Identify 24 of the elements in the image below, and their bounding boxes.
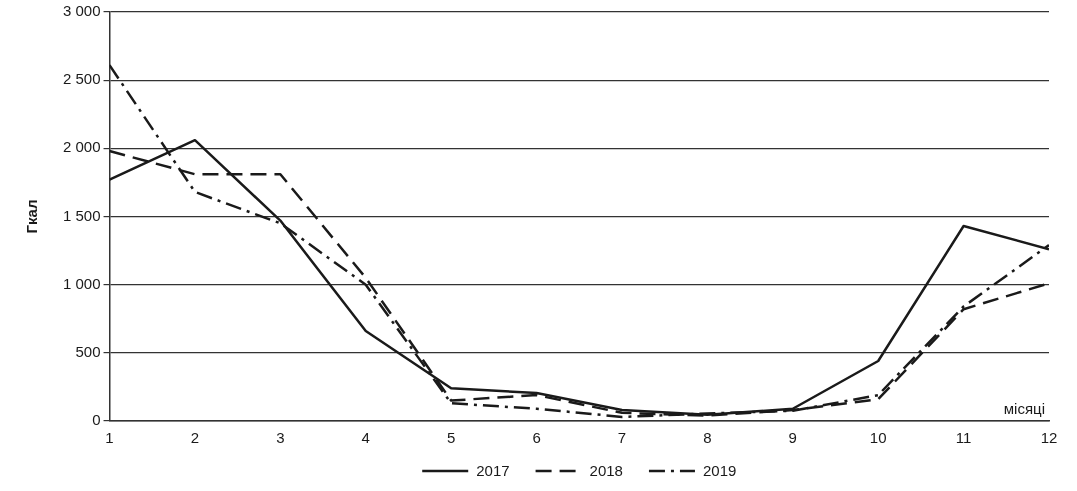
legend-label: 2017 bbox=[476, 462, 510, 480]
x-tick-label: 8 bbox=[703, 429, 712, 447]
legend-label: 2018 bbox=[589, 462, 623, 480]
x-axis-title: місяці bbox=[1003, 399, 1045, 417]
y-tick-label: 1 000 bbox=[62, 274, 101, 292]
x-tick-label: 1 bbox=[105, 429, 114, 447]
x-tick-label: 9 bbox=[788, 429, 797, 447]
x-tick-label: 4 bbox=[361, 429, 370, 447]
y-tick-label: 3 000 bbox=[62, 2, 101, 20]
y-tick-label: 2 500 bbox=[62, 70, 101, 88]
x-tick-label: 2 bbox=[190, 429, 200, 447]
legend-label: 2019 bbox=[702, 462, 737, 480]
y-tick-label: 0 bbox=[92, 411, 101, 429]
x-tick-label: 6 bbox=[532, 429, 541, 447]
x-tick-label: 7 bbox=[617, 429, 627, 447]
x-tick-label: 5 bbox=[446, 429, 456, 447]
y-axis-title: Гкал bbox=[23, 199, 41, 234]
y-tick-label: 1 500 bbox=[62, 206, 101, 224]
y-tick-label: 2 000 bbox=[62, 138, 101, 156]
x-tick-label: 10 bbox=[869, 429, 887, 447]
x-tick-label: 11 bbox=[955, 429, 972, 447]
x-tick-label: 12 bbox=[1040, 429, 1058, 447]
y-tick-label: 500 bbox=[75, 342, 101, 360]
x-tick-label: 3 bbox=[276, 429, 285, 447]
